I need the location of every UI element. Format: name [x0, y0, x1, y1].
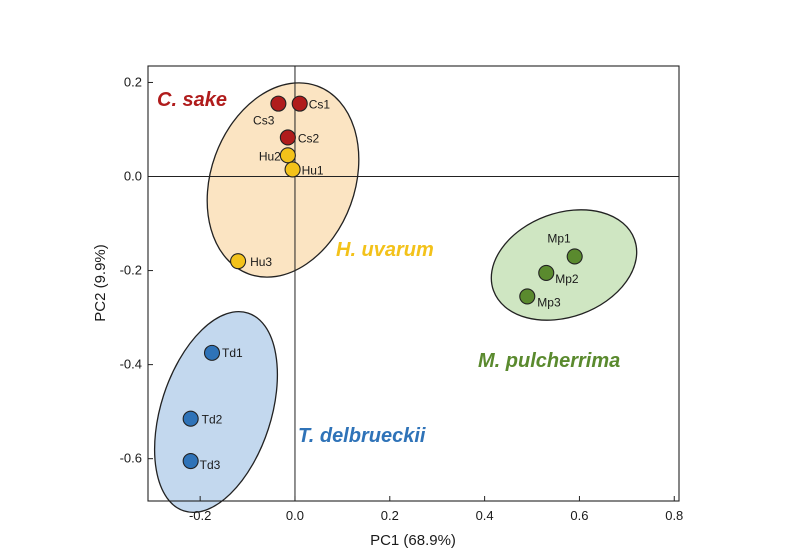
y-tick-label: -0.2: [120, 263, 142, 278]
point-label-hu1: Hu1: [302, 163, 324, 177]
point-hu1: [284, 161, 301, 178]
point-label-td3: Td3: [200, 458, 221, 472]
group-label-h-uvarum: H. uvarum: [336, 239, 434, 261]
point-label-mp2: Mp2: [555, 272, 579, 286]
y-tick-label: -0.6: [120, 451, 142, 466]
point-cs2: [279, 129, 296, 146]
group-label-t-delbrueckii: T. delbrueckii: [298, 425, 426, 447]
point-label-cs2: Cs2: [298, 131, 320, 145]
x-tick-label: 0.4: [476, 508, 494, 523]
x-tick-label: 0.2: [381, 508, 399, 523]
point-td1: [203, 344, 221, 361]
point-label-mp1: Mp1: [547, 231, 571, 245]
x-tick-label: 0.0: [286, 508, 304, 523]
x-tick-label: 0.8: [665, 508, 683, 523]
x-tick-label: 0.6: [570, 508, 588, 523]
ellipse-c-sake-h-uvarum: [206, 82, 360, 278]
y-tick-label: -0.4: [120, 357, 142, 372]
y-axis-ticks: 0.2 0.0 -0.2 -0.4 -0.6: [120, 74, 153, 466]
point-label-td2: Td2: [202, 413, 223, 427]
point-label-hu3: Hu3: [250, 255, 272, 269]
x-axis-ticks: -0.2 0.0 0.2 0.4 0.6 0.8: [189, 496, 683, 523]
point-cs1: [291, 95, 308, 112]
group-label-c-sake: C. sake: [157, 89, 227, 111]
point-cs3: [270, 95, 287, 112]
point-td2: [182, 410, 199, 427]
group-label-m-pulcherrima: M. pulcherrima: [478, 350, 620, 372]
point-hu2: [279, 147, 296, 164]
point-label-hu2: Hu2: [259, 149, 281, 163]
point-label-cs1: Cs1: [309, 98, 331, 112]
point-mp1: [566, 248, 583, 265]
point-label-td1: Td1: [222, 346, 243, 360]
y-tick-label: 0.0: [124, 169, 142, 184]
ellipse-m-pulcherrima: [490, 209, 638, 321]
x-axis-title: PC1 (68.9%): [370, 532, 456, 549]
point-mp3: [519, 288, 536, 305]
plot-frame: [147, 65, 680, 502]
x-tick-label: -0.2: [189, 508, 211, 523]
point-td3: [182, 452, 199, 470]
y-axis-title: PC2 (9.9%): [92, 244, 109, 322]
point-label-mp3: Mp3: [537, 295, 561, 309]
point-label-cs3: Cs3: [253, 114, 275, 128]
data-points: Cs1 Cs3 Cs2 Hu2 Hu1 Hu3 Mp1 Mp2 Mp3 Td1 Td2 Td3: [182, 95, 583, 472]
point-mp2: [538, 264, 555, 281]
y-tick-label: 0.2: [124, 74, 142, 89]
point-hu3: [230, 253, 247, 270]
